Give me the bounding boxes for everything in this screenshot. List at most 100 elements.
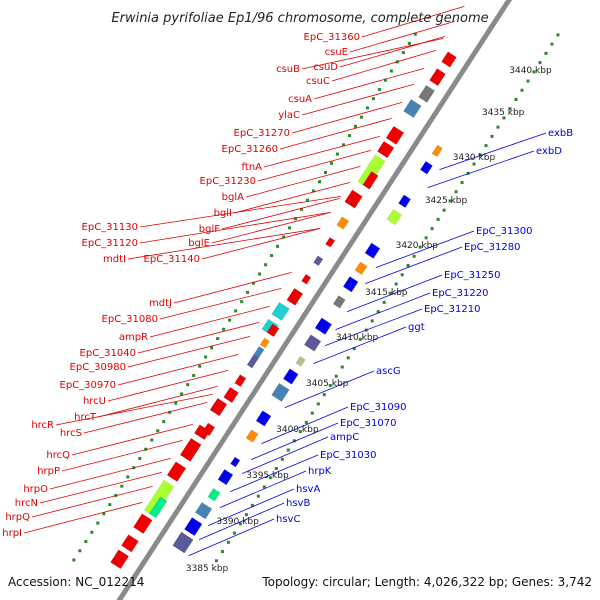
reverse-gene-label: hsvA [296, 484, 320, 495]
leader-line [347, 274, 443, 312]
tick-dot [264, 263, 268, 267]
kbp-tick-label: 3390 kbp [216, 517, 259, 527]
leader-line [284, 370, 375, 408]
tick-dot [238, 522, 242, 526]
tick-dot [550, 42, 554, 46]
leader-line [313, 68, 425, 100]
tick-dot [383, 78, 387, 82]
tick-dot [268, 476, 272, 480]
gene-feature [419, 160, 433, 175]
gene-feature [133, 513, 153, 534]
tick-dot [228, 318, 232, 322]
tick-dot [538, 61, 542, 65]
forward-gene-label: hrpQ [5, 512, 30, 523]
leader-line [349, 21, 455, 53]
gene-feature [282, 368, 299, 385]
gene-feature [303, 334, 322, 352]
reverse-gene-label: ggt [408, 322, 425, 333]
tick-dot [376, 310, 380, 314]
leader-line [335, 292, 431, 330]
leader-line [39, 471, 162, 504]
gene-feature [295, 356, 306, 367]
tick-dot [216, 337, 220, 341]
tick-dot [72, 558, 76, 562]
forward-gene-label: hrcU [83, 396, 106, 407]
reverse-gene-label: ascG [376, 366, 401, 377]
tick-dot [300, 207, 304, 211]
tick-dot [323, 171, 327, 175]
tick-dot [246, 290, 250, 294]
tick-dot [341, 143, 345, 147]
tick-dot [334, 374, 338, 378]
tick-dot [262, 485, 266, 489]
leader-line [97, 385, 218, 418]
tick-dot [400, 273, 404, 277]
gene-feature [398, 194, 412, 208]
leader-line [83, 401, 208, 434]
gene-feature [364, 242, 381, 259]
gene-feature [253, 346, 265, 359]
kbp-tick-label: 3395 kbp [246, 471, 289, 481]
reverse-gene-label: EpC_31090 [350, 402, 406, 413]
kbp-tick-label: 3430 kbp [453, 153, 496, 163]
leader-line [325, 308, 423, 346]
leader-line [61, 439, 183, 472]
tick-dot [418, 245, 422, 249]
reverse-gene-label: ampC [330, 432, 359, 443]
tick-dot [274, 466, 278, 470]
tick-dot [377, 87, 381, 91]
map-title: Erwinia pyrifoliae Ep1/96 chromosome, co… [111, 11, 488, 26]
forward-gene-label: EpC_31230 [200, 176, 256, 187]
tick-dot [270, 254, 274, 258]
tick-dot [472, 162, 476, 166]
gene-feature [418, 84, 435, 103]
reverse-gene-label: EpC_31250 [444, 270, 500, 281]
leader-line [301, 37, 444, 70]
tick-dot [365, 106, 369, 110]
gene-feature [386, 209, 403, 226]
tick-dot [328, 383, 332, 387]
tick-dot [388, 291, 392, 295]
kbp-tick-label: 3420 kbp [396, 241, 439, 251]
tick-dot [394, 282, 398, 286]
tick-dot [252, 281, 256, 285]
tick-dot [322, 393, 326, 397]
forward-gene-label: EpC_30970 [60, 380, 116, 391]
tick-dot [258, 272, 262, 276]
forward-gene-label: hrcS [60, 428, 82, 439]
forward-gene-label: ylaC [278, 110, 300, 121]
leader-line [198, 502, 285, 540]
tick-dot [192, 373, 196, 377]
gene-feature [266, 323, 280, 338]
leader-line [279, 118, 392, 150]
leader-line [31, 485, 153, 518]
label-leader-lines [23, 6, 547, 556]
gene-feature [234, 374, 247, 388]
leader-line [49, 457, 171, 490]
tick-dot [304, 420, 308, 424]
leader-line [439, 132, 547, 170]
forward-gene-label: csuC [306, 76, 330, 87]
feature-tracks [110, 51, 457, 570]
forward-gene-label: csuD [313, 62, 338, 73]
gene-feature [194, 502, 213, 520]
tick-dot [508, 107, 512, 111]
tick-dot [186, 383, 190, 387]
tick-dot [306, 198, 310, 202]
leader-line [221, 197, 340, 230]
tick-dot [413, 32, 417, 36]
gene-feature [286, 287, 304, 306]
tick-dot [347, 134, 351, 138]
reverse-gene-label: exbB [548, 128, 573, 139]
gene-feature [377, 140, 395, 159]
tick-dot [90, 530, 94, 534]
reverse-gene-label: exbD [536, 146, 562, 157]
tick-dot [78, 549, 82, 553]
tick-dot [226, 540, 230, 544]
tick-dot [370, 319, 374, 323]
leader-line [23, 501, 143, 534]
leader-line [263, 135, 381, 168]
tick-dot [210, 346, 214, 350]
kbp-tick-labels: 3385 kbp 3390 kbp 3395 kbp 3400 kbp 3405 kbp… [186, 66, 552, 574]
